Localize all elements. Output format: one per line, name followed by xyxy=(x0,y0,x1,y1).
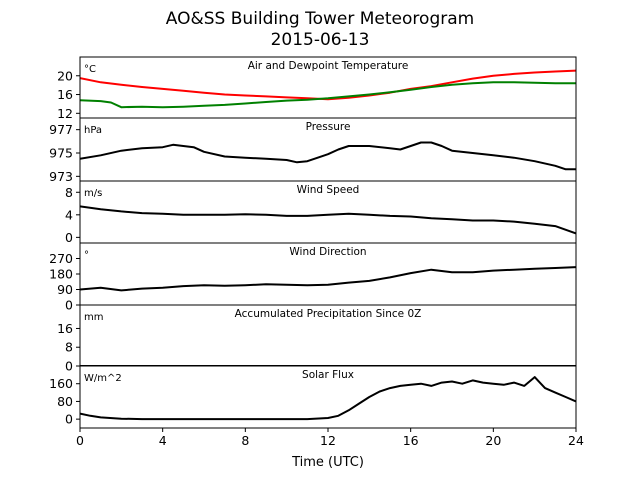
panel-5: 0 80 160 Solar Flux W/m^2 xyxy=(49,365,577,429)
panel-unit-label: ° xyxy=(84,250,89,261)
y-tick-label: 12 xyxy=(57,106,73,121)
panel-4: 0 8 16 Accumulated Precipitation Since 0Z mm xyxy=(57,304,577,374)
x-tick-label: 12 xyxy=(320,433,336,448)
x-tick-label: 20 xyxy=(485,433,501,448)
y-tick-label: 0 xyxy=(65,230,73,245)
x-tick-label: 4 xyxy=(159,433,167,448)
y-tick-label: 180 xyxy=(49,267,73,282)
series-line-wind_direction xyxy=(80,266,576,292)
series-line-wind_speed xyxy=(80,205,576,235)
y-tick-label: 8 xyxy=(65,185,73,200)
y-tick-label: 0 xyxy=(65,412,73,427)
panel-title: Air and Dewpoint Temperature xyxy=(248,60,409,72)
y-tick-label: 973 xyxy=(49,169,73,184)
series-line-air xyxy=(80,69,576,101)
panel-title: Pressure xyxy=(306,121,351,133)
y-tick-label: 16 xyxy=(57,321,73,336)
figure-title: AO&SS Building Tower Meteorogram xyxy=(166,9,474,29)
panel-title: Wind Direction xyxy=(289,246,366,258)
panel-title: Solar Flux xyxy=(302,369,354,381)
y-tick-label: 977 xyxy=(49,122,73,137)
series-line-solar xyxy=(80,376,576,421)
x-axis-label: Time (UTC) xyxy=(291,455,364,470)
y-tick-label: 4 xyxy=(65,207,73,222)
x-tick-label: 0 xyxy=(76,433,84,448)
y-tick-label: 20 xyxy=(57,68,73,83)
series-line-dewpoint xyxy=(80,81,576,109)
panel-title: Accumulated Precipitation Since 0Z xyxy=(235,308,422,320)
panel-0: 12 16 20 Air and Dewpoint Temperature °C xyxy=(57,56,577,121)
panel-unit-label: mm xyxy=(84,312,103,323)
y-tick-label: 270 xyxy=(49,251,73,266)
figure-subtitle: 2015-06-13 xyxy=(271,30,370,50)
panel-unit-label: °C xyxy=(84,64,96,75)
y-tick-label: 8 xyxy=(65,340,73,355)
panel-unit-label: W/m^2 xyxy=(84,373,122,384)
panel-1: 973 975 977 Pressure hPa xyxy=(49,117,577,184)
series-line-pressure xyxy=(80,141,576,171)
y-tick-label: 80 xyxy=(57,394,73,409)
x-tick-label: 16 xyxy=(403,433,419,448)
x-tick-label: 8 xyxy=(241,433,249,448)
y-tick-label: 90 xyxy=(57,282,73,297)
y-tick-label: 160 xyxy=(49,376,73,391)
panel-unit-label: hPa xyxy=(84,125,102,136)
panel-unit-label: m/s xyxy=(84,188,102,199)
y-tick-label: 0 xyxy=(65,298,73,313)
panel-title: Wind Speed xyxy=(297,184,360,196)
panel-2: 0 4 8 Wind Speed m/s xyxy=(65,180,577,245)
x-axis: 0 4 8 12 16 20 24 xyxy=(76,428,584,448)
y-tick-label: 975 xyxy=(49,146,73,161)
x-tick-label: 24 xyxy=(568,433,584,448)
y-tick-label: 0 xyxy=(65,359,73,374)
y-tick-label: 16 xyxy=(57,87,73,102)
